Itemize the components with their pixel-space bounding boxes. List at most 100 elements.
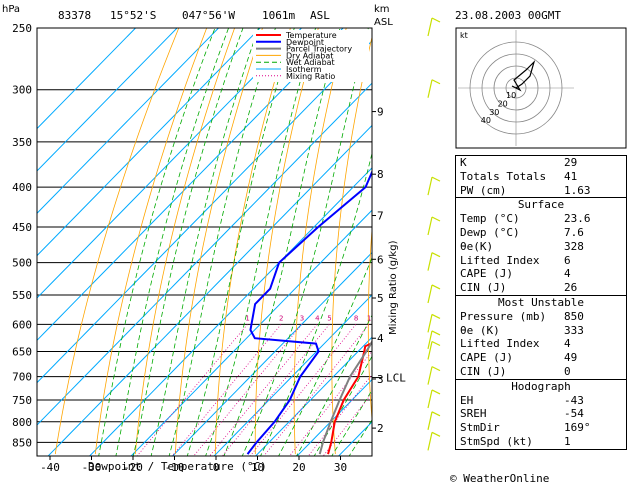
legend-entry: Mixing Ratio: [286, 72, 335, 81]
index-value: 4: [564, 267, 571, 281]
isotherm-line: [213, 294, 372, 456]
wind-barbs: [427, 17, 441, 451]
index-key: PW (cm): [460, 183, 507, 197]
wet-adiabat-line: [223, 28, 341, 456]
index-value: 7.6: [564, 225, 584, 239]
mixing-ratio-label: 2: [279, 314, 283, 322]
index-value: 41: [564, 169, 578, 183]
index-key: CAPE (J): [460, 267, 513, 281]
index-value: 0: [564, 364, 571, 378]
index-row: StmSpd (kt) 1: [455, 434, 627, 450]
wind-barb-flag: [431, 340, 441, 347]
mixing-ratio-label: 3: [300, 314, 304, 322]
wind-barb-flag: [431, 366, 441, 372]
wet-adiabat-line: [115, 28, 229, 456]
legend-entry: Dry Adiabat: [286, 51, 333, 60]
index-row: θe(K) 328: [455, 239, 627, 254]
hodograph-ring-label: 30: [489, 108, 499, 117]
index-key: CAPE (J): [460, 351, 513, 365]
hodograph-trace: [511, 59, 536, 92]
index-key: Temp (°C): [460, 212, 520, 226]
index-value: 4: [564, 337, 571, 351]
km-tick-label: 7: [377, 210, 384, 223]
wet-adiabat-line: [331, 389, 372, 456]
index-value: 49: [564, 351, 578, 365]
wind-barb: [427, 177, 433, 196]
pressure-tick-label: 350: [12, 136, 32, 149]
series-parcel-trajectory: [318, 340, 372, 455]
index-value: 333: [564, 323, 584, 337]
dry-adiabat-line: [54, 28, 180, 455]
wind-barb-flag: [431, 252, 441, 258]
mixing-ratio-line: [136, 324, 248, 456]
index-value: 850: [564, 309, 584, 323]
wind-barb-flag: [431, 389, 441, 395]
station-elev: 1061m: [262, 9, 295, 22]
wind-barb-flag: [431, 284, 441, 290]
index-key: CIN (J): [460, 281, 507, 295]
wind-barb: [427, 341, 433, 360]
wet-adiabat-line: [98, 28, 216, 456]
km-tick-label: 2: [377, 422, 384, 435]
mixing-ratio-line: [171, 324, 282, 456]
index-row: CAPE (J) 49: [455, 351, 627, 365]
wind-barb: [427, 366, 433, 385]
wind-barb-flag: [431, 176, 441, 182]
isotherm-line: [37, 28, 219, 214]
isotherm-line: [254, 336, 372, 456]
dry-adiabat-line: [254, 28, 319, 455]
km-tick-label: 5: [377, 292, 384, 305]
index-row: CIN (J) 0: [455, 364, 627, 379]
index-row: Pressure (mb) 850: [455, 309, 627, 324]
pressure-tick-label: 250: [12, 22, 32, 35]
wind-barb: [427, 432, 433, 451]
pressure-tick-label: 450: [12, 221, 32, 234]
index-row: CIN (J) 26: [455, 281, 627, 295]
mixing-ratio-label: 8: [354, 314, 358, 322]
series-temperature: [327, 342, 372, 455]
x-tick-label: -10: [165, 461, 185, 474]
lcl-label: LCL: [386, 372, 406, 385]
index-row: StmDir 169°: [455, 421, 627, 435]
index-key: Totals Totals: [460, 169, 547, 183]
km-tick-label: 3: [377, 373, 384, 386]
unstable-header: Most Unstable: [455, 294, 627, 310]
wind-barb-flag: [431, 79, 441, 85]
x-tick-label: 20: [292, 461, 305, 474]
pressure-tick-label: 550: [12, 289, 32, 302]
legend-entry: Parcel Trajectory: [286, 45, 352, 54]
index-value: 23.6: [564, 212, 591, 226]
profile-series: [246, 169, 372, 455]
copyright: © WeatherOnline: [450, 472, 549, 485]
wind-barb: [427, 252, 433, 271]
mixing-ratio-label: 1: [245, 314, 249, 322]
index-key: Dewp (°C): [460, 225, 520, 239]
axes: 250300350400450500550600650700750800850-…: [12, 22, 406, 474]
pressure-tick-label: 650: [12, 346, 32, 359]
hodo-header: Hodograph: [455, 378, 627, 394]
dry-adiabat-line: [331, 35, 372, 455]
mixing-ratio-line: [307, 373, 372, 456]
dry-adiabat-line: [404, 28, 430, 454]
mixing-ratio-label: 20: [409, 314, 418, 322]
dry-adiabat-line: [214, 28, 291, 455]
wet-adiabat-line: [132, 28, 244, 456]
mixing-ratio-line: [249, 324, 357, 456]
wind-barb-flag: [431, 330, 441, 336]
km-tick-label: 9: [377, 106, 384, 119]
hodograph-ring-label: 20: [498, 99, 508, 108]
legend-box: [253, 30, 369, 82]
index-row: Temp (°C) 23.6: [455, 212, 627, 226]
pressure-tick-label: 500: [12, 257, 32, 270]
index-key: θe (K): [460, 323, 500, 337]
hodograph-ring-label: 40: [481, 116, 491, 125]
index-key: StmSpd (kt): [460, 434, 533, 448]
pressure-tick-label: 700: [12, 371, 32, 384]
wind-barb: [427, 216, 433, 236]
mixing-ratio-line: [193, 324, 303, 456]
isotherm-line: [37, 28, 344, 342]
index-value: 328: [564, 239, 584, 253]
index-key: θe(K): [460, 239, 494, 253]
mixing-ratio-line: [322, 392, 372, 456]
index-value: -54: [564, 407, 584, 421]
